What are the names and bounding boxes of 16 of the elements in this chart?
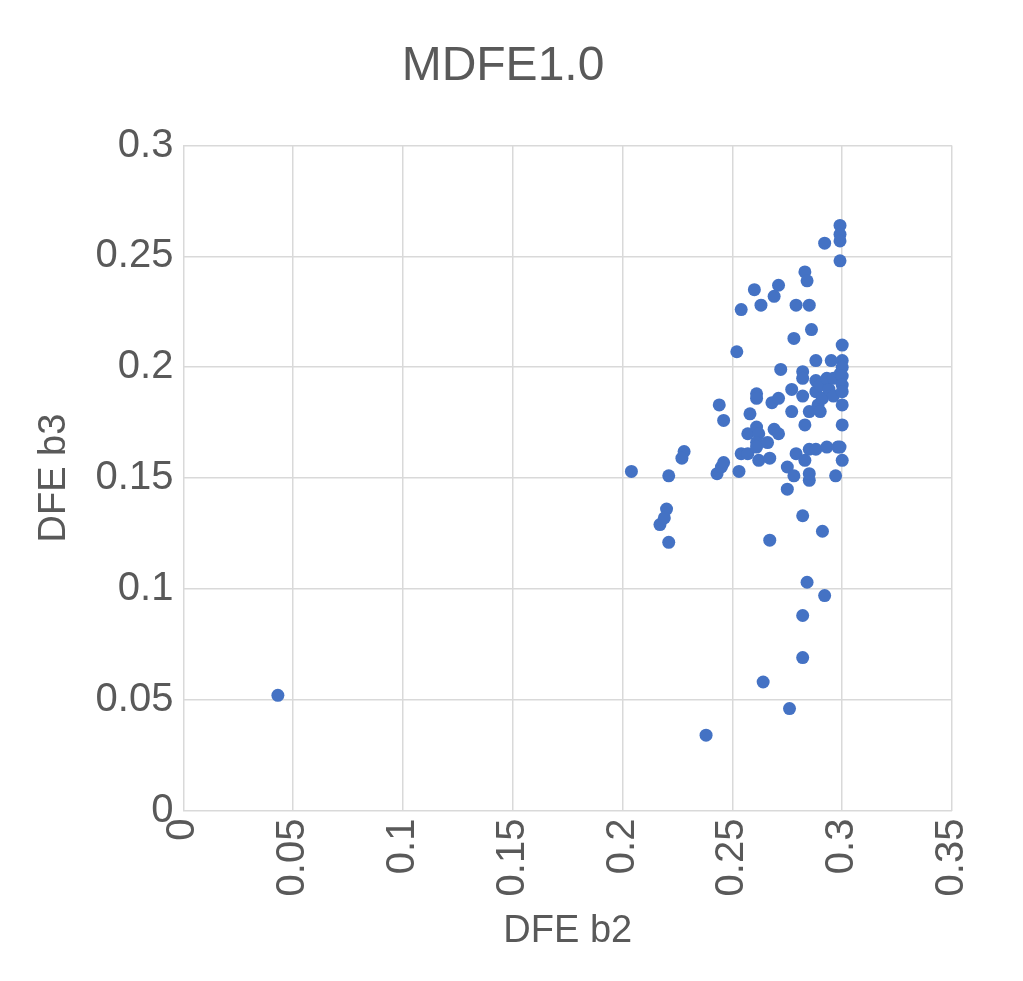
x-tick-label: 0.25: [707, 818, 752, 897]
y-tick-label: 0.2: [117, 342, 174, 387]
y-tick-label: 0.05: [95, 674, 174, 719]
x-tick-label: 0.3: [817, 818, 862, 875]
y-axis-title: DFE b3: [31, 413, 74, 543]
x-tick-label: 0.35: [927, 818, 972, 897]
y-tick-label: 0.25: [95, 231, 174, 276]
x-tick-label: 0.1: [378, 818, 423, 875]
x-axis-title: DFE b2: [503, 907, 633, 950]
x-tick-label: 0.15: [487, 818, 532, 897]
y-tick-label: 0.1: [117, 563, 174, 608]
y-tick-label: 0.15: [95, 453, 174, 498]
chart-title: MDFE1.0: [401, 37, 605, 91]
x-tick-label: 0.2: [597, 818, 642, 875]
y-tick-label: 0.3: [117, 120, 174, 165]
x-tick-label: 0.05: [268, 818, 313, 897]
